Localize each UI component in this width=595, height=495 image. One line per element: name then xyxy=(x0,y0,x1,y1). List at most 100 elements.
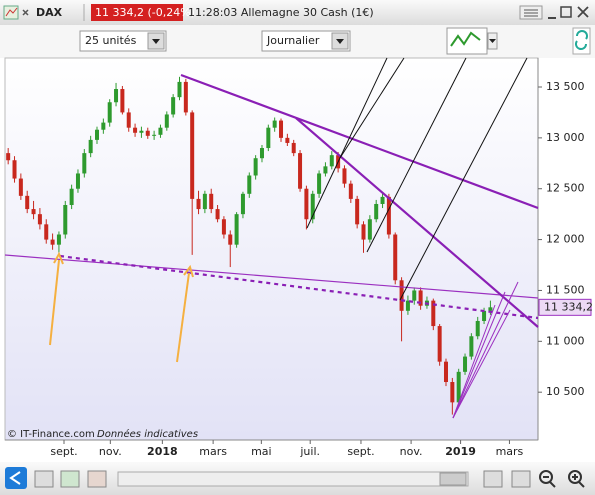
units-select[interactable] xyxy=(79,30,167,52)
refresh-icon xyxy=(575,30,588,50)
share-button[interactable] xyxy=(5,467,27,489)
y-tick-label: 11 000 xyxy=(546,334,585,347)
menu-icon xyxy=(524,9,538,17)
chart-icon-line xyxy=(5,7,18,17)
candle-body xyxy=(63,205,68,235)
candle-body xyxy=(196,198,201,210)
zoom-in[interactable] xyxy=(568,470,582,484)
candle-body xyxy=(393,234,398,281)
quote-box xyxy=(91,4,183,21)
fan-line xyxy=(306,57,388,229)
y-tick-label: 12 500 xyxy=(546,182,585,195)
chart-icon[interactable] xyxy=(3,5,19,20)
candle-body xyxy=(75,173,80,189)
candle-body xyxy=(469,336,474,357)
candle-body xyxy=(139,130,144,133)
candle-body xyxy=(228,234,233,245)
candle-body xyxy=(279,120,284,138)
arrow xyxy=(489,39,496,43)
candle-body xyxy=(107,102,112,123)
close-button[interactable] xyxy=(577,6,589,18)
candle-body xyxy=(190,112,195,199)
candle-body xyxy=(183,81,188,113)
candle-body xyxy=(145,130,150,136)
candle-body xyxy=(374,203,379,220)
resistance-line xyxy=(295,117,539,328)
candle-body xyxy=(69,188,74,206)
candle-body xyxy=(329,155,334,167)
indicator-icon xyxy=(450,31,481,47)
scrollbar[interactable] xyxy=(117,471,469,487)
last-price-tag xyxy=(538,298,592,316)
candle-body xyxy=(482,310,487,321)
candle-body xyxy=(431,300,436,327)
candle-body xyxy=(253,158,258,176)
candle-body xyxy=(456,371,461,403)
instrument: 11:28:03 Allemagne 30 Cash (1€) xyxy=(188,6,374,19)
x-tick-label: mars xyxy=(199,445,227,458)
candle-body xyxy=(355,198,360,225)
candle-body xyxy=(37,214,42,225)
symbol: DAX xyxy=(36,6,63,19)
y-tick-label: 13 500 xyxy=(546,80,585,93)
tool-button[interactable] xyxy=(60,470,80,488)
drawings xyxy=(4,57,539,419)
fan-line xyxy=(339,57,405,159)
zoom-out[interactable] xyxy=(539,470,553,484)
resistance-line xyxy=(180,73,539,210)
candle-body xyxy=(323,166,328,174)
arrow-head xyxy=(53,251,64,265)
arrow-annotation xyxy=(49,259,60,346)
period-select[interactable] xyxy=(261,30,351,52)
x-tick-label: nov. xyxy=(400,445,423,458)
candle-body xyxy=(463,356,468,372)
candle-body xyxy=(101,122,106,130)
candle-body xyxy=(177,81,182,98)
candle-body xyxy=(114,89,119,103)
candle-body xyxy=(304,188,309,220)
candle-body xyxy=(88,139,93,154)
candle-body xyxy=(272,120,277,128)
candle-body xyxy=(266,127,271,149)
candle-body xyxy=(56,234,61,245)
candle-body xyxy=(202,193,207,210)
x-tick-label: nov. xyxy=(99,445,122,458)
tool-button[interactable] xyxy=(483,470,503,488)
y-tick-label: 11 500 xyxy=(546,283,585,296)
period-text: Journalier xyxy=(266,34,320,47)
candle-body xyxy=(399,280,404,311)
candle-body xyxy=(12,160,17,179)
dashed-trend-line xyxy=(59,254,539,320)
candle-body xyxy=(25,195,30,210)
scroll-thumb[interactable] xyxy=(439,472,467,486)
y-tick-label: 12 000 xyxy=(546,233,585,246)
x-tick-label: mars xyxy=(496,445,524,458)
x-tick-label: 2018 xyxy=(147,445,178,458)
candle-body xyxy=(412,290,417,301)
candle-body xyxy=(82,153,87,174)
y-tick-label: 10 500 xyxy=(546,385,585,398)
candle-body xyxy=(221,219,226,235)
candle-body xyxy=(126,112,131,128)
tool-button[interactable] xyxy=(87,470,107,488)
candle-body xyxy=(418,290,423,306)
close-icon[interactable] xyxy=(22,9,29,16)
copyright: © IT-Finance.com xyxy=(7,429,95,440)
fan-line xyxy=(366,57,467,253)
tool-button[interactable] xyxy=(511,470,531,488)
maximize-button[interactable] xyxy=(560,6,572,18)
candle-body xyxy=(234,214,239,245)
candle-body xyxy=(380,196,385,204)
candle-body xyxy=(6,153,11,161)
candle-body xyxy=(405,300,410,311)
zoom-out-icon xyxy=(543,476,556,488)
quote: 11 334,2 (-0,24%) xyxy=(95,6,195,19)
tool-button[interactable] xyxy=(34,470,54,488)
arrow-annotation xyxy=(176,272,190,363)
candle-body xyxy=(259,148,264,159)
x-tick-label: juil. xyxy=(299,445,320,458)
candle-body xyxy=(240,193,245,215)
y-axis-area xyxy=(538,58,595,440)
disclaimer: Données indicatives xyxy=(97,428,198,440)
